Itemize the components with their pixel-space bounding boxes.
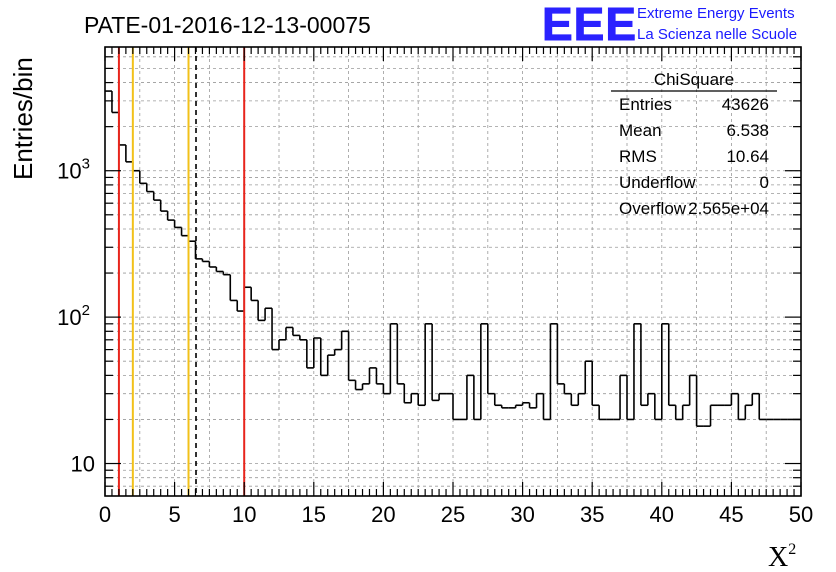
y-tick-label-base: 10 <box>71 452 95 477</box>
y-tick-label-exponent: 3 <box>82 156 90 173</box>
x-tick-label: 0 <box>99 502 111 527</box>
x-tick-label: 25 <box>441 502 465 527</box>
stats-row-value: 10.64 <box>726 147 769 166</box>
stats-row-label: Underflow <box>619 173 696 192</box>
x-tick-label: 45 <box>719 502 743 527</box>
x-axis-ticks: 0 5 10 15 20 25 30 35 40 45 50 <box>99 47 813 527</box>
stats-row-value: 2.565e+04 <box>688 199 769 218</box>
stats-box: ChiSquare Entries 43626 Mean 6.538 RMS 10.64 U… <box>611 70 777 218</box>
x-tick-label: 35 <box>580 502 604 527</box>
y-tick-label: 102 <box>57 302 90 330</box>
eee-logo: EEE Extreme Energy Events La Scienza nel… <box>542 0 798 51</box>
y-tick-label-base: 10 <box>57 305 81 330</box>
chart-title: PATE-01-2016-12-13-00075 <box>84 12 371 38</box>
marker-lines <box>117 47 246 496</box>
stats-row-label: Mean <box>619 121 662 140</box>
stats-title: ChiSquare <box>654 70 734 89</box>
x-tick-label: 30 <box>510 502 534 527</box>
x-tick-label: 10 <box>232 502 256 527</box>
logo-line-1: Extreme Energy Events <box>637 5 795 22</box>
x-tick-label: 40 <box>650 502 674 527</box>
y-tick-label: 10 <box>71 452 95 477</box>
stats-rows: Entries 43626 Mean 6.538 RMS 10.64 Underflow 0 O… <box>619 95 769 218</box>
stats-row-value: 6.538 <box>726 121 769 140</box>
x-tick-label: 5 <box>168 502 180 527</box>
grid-lines <box>105 47 801 496</box>
x-axis-label-sup: 2 <box>788 541 796 558</box>
y-tick-label: 103 <box>57 156 90 184</box>
x-tick-label: 50 <box>789 502 813 527</box>
y-tick-label-exponent: 2 <box>82 302 90 319</box>
histogram-bars <box>105 90 801 427</box>
x-axis-label: X2 <box>768 541 796 572</box>
x-tick-label: 20 <box>371 502 395 527</box>
stats-row-label: Overflow <box>619 199 687 218</box>
x-tick-label: 15 <box>302 502 326 527</box>
stats-row-value: 0 <box>760 173 769 192</box>
y-axis-label: Entries/bin <box>8 57 38 180</box>
stats-row-label: RMS <box>619 147 657 166</box>
x-axis-label-base: X <box>768 542 788 572</box>
y-tick-label-base: 10 <box>57 159 81 184</box>
logo-letters: EEE <box>542 0 637 50</box>
stats-row-label: Entries <box>619 95 672 114</box>
stats-row-value: 43626 <box>722 95 769 114</box>
logo-line-2: La Scienza nelle Scuole <box>637 26 797 43</box>
